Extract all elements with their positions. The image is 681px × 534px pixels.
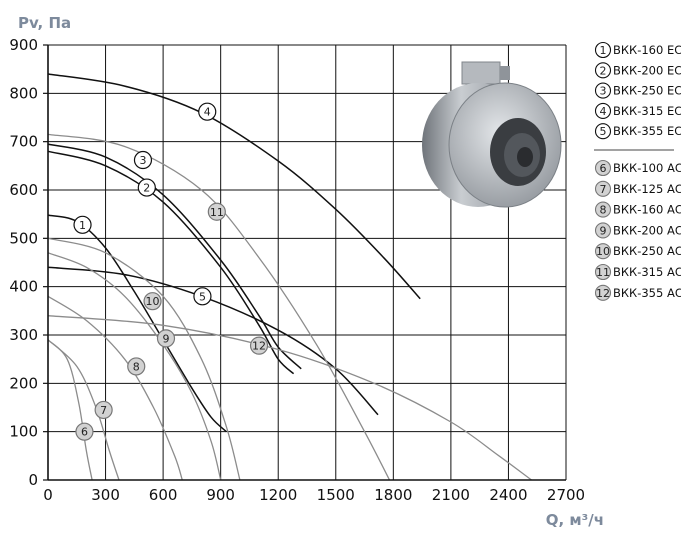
y-tick-label: 800 [9,84,38,102]
legend-label: ВКК-160 АС [613,203,681,217]
legend-label: ВКК-315 ЕС [613,104,681,118]
legend-marker: 4 [600,105,607,118]
curve-4 [47,73,421,300]
curve-marker-5: 5 [193,287,212,306]
curve-10 [47,237,241,481]
legend-label: ВКК-355 ЕС [613,124,681,138]
legend-label: ВКК-200 ЕС [613,63,681,77]
legend-label: ВКК-100 АС [613,161,681,175]
curve-12 [47,315,532,481]
curve-marker-label: 4 [204,106,211,119]
curve-marker-3: 3 [133,150,153,170]
curve-marker-12: 12 [249,336,269,355]
curve-marker-label: 6 [81,426,88,439]
curve-marker-9: 9 [156,329,176,348]
x-tick-label: 1800 [374,486,412,504]
curve-1 [47,214,227,433]
legend-marker: 3 [600,85,607,98]
legend-label: ВКК-355 АС [613,286,681,300]
legend-item-9: 9 ВКК-200 АС [594,222,681,239]
legend-marker: 11 [596,266,610,279]
curve-8 [47,295,183,481]
legend-marker: 2 [600,64,607,77]
y-tick-label: 500 [9,229,38,247]
legend-item-3: 3 ВКК-250 ЕС [594,82,681,99]
legend-item-4: 4 ВКК-315 ЕС [594,102,681,119]
curve-marker-label: 7 [100,404,107,417]
legend-label: ВКК-315 АС [613,265,681,279]
legend-item-8: 8 ВКК-160 АС [594,201,681,218]
curve-marker-label: 5 [199,290,206,303]
legend-item-11: 11 ВКК-315 АС [594,263,681,281]
curve-marker-10: 10 [143,292,162,311]
curve-marker-2: 2 [137,178,156,197]
x-tick-label: 0 [43,486,53,504]
curve-marker-8: 8 [127,357,146,376]
y-tick-label: 100 [9,423,38,441]
y-tick-label: 400 [9,278,38,296]
curve-marker-7: 7 [94,400,113,420]
legend-item-2: 2 ВКК-200 ЕС [594,62,681,79]
legend-label: ВКК-250 ЕС [613,84,681,98]
legend-item-5: 5 ВКК-355 ЕС [594,123,681,140]
legend-item-12: 12 ВКК-355 АС [594,284,681,301]
curve-3 [47,143,302,370]
tick-labels: 0 300 600 900 1200 1500 1800 2100 2400 2700010020… [9,36,585,504]
legend-marker: 6 [600,162,607,175]
legend-marker: 5 [600,125,607,138]
x-tick-label: 2400 [489,486,527,504]
x-tick-label: 300 [91,486,120,504]
legend-marker: 1 [600,44,607,57]
axes [43,44,566,481]
legend-label: ВКК-160 ЕС [613,43,681,57]
legend-item-1: 1 ВКК-160 ЕС [594,41,681,59]
legend-label: ВКК-250 АС [613,244,681,258]
curve-marker-label: 11 [210,206,224,219]
y-tick-label: 900 [9,36,38,54]
curve-marker-1: 1 [73,215,92,234]
y-tick-label: 700 [9,133,38,151]
curve-2 [47,150,295,375]
curve-marker-label: 2 [143,182,150,195]
curve-marker-label: 12 [252,340,266,353]
y-tick-label: 0 [28,471,38,489]
legend-marker: 10 [596,245,610,258]
curve-marker-label: 1 [79,219,86,232]
legend-marker: 8 [600,204,607,217]
x-tick-label: 2700 [547,486,585,504]
curve-11 [47,133,391,481]
y-tick-label: 600 [9,181,38,199]
curve-marker-label: 8 [133,360,140,373]
y-axis-title: Pv, Па [18,14,71,32]
legend-label: ВКК-200 АС [613,223,681,237]
legend-item-10: 10 ВКК-250 АС [594,243,681,260]
x-tick-label: 1200 [259,486,297,504]
legend-marker: 12 [596,287,610,300]
x-tick-label: 1500 [317,486,355,504]
x-tick-label: 900 [206,486,235,504]
legend-marker: 7 [600,183,607,196]
x-tick-label: 600 [149,486,178,504]
legend-item-6: 6 ВКК-100 АС [594,159,681,177]
legend-marker: 9 [600,224,607,237]
curve-marker-label: 9 [162,332,169,345]
y-tick-label: 300 [9,326,38,344]
legend-label: ВКК-125 АС [613,182,681,196]
x-tick-label: 2100 [432,486,470,504]
curve-marker-label: 10 [146,295,160,308]
curve-marker-6: 6 [75,422,94,441]
y-tick-label: 200 [9,374,38,392]
curve-marker-label: 3 [139,154,146,167]
curve-marker-4: 4 [198,102,217,121]
curve-6 [47,339,93,481]
x-axis-title: Q, м³/ч [546,511,604,529]
legend-item-7: 7 ВКК-125 АС [594,180,681,197]
legend: 1 ВКК-160 ЕС 2 ВКК-200 ЕС 3 ВКК-250 ЕС 4 ВКК-31… [594,41,681,301]
curve-5 [47,266,379,416]
curve-marker-11: 11 [207,202,226,221]
fan-photo [422,61,562,208]
